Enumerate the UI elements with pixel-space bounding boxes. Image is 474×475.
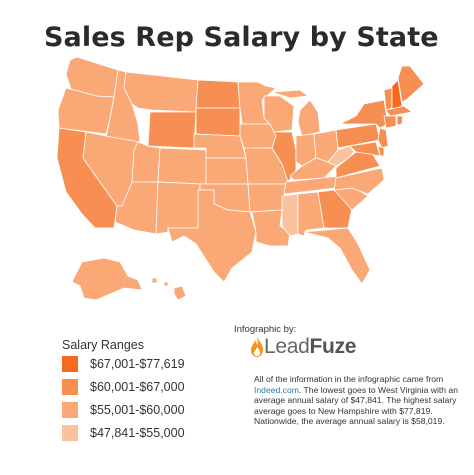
state-ia bbox=[239, 123, 277, 149]
state-md bbox=[349, 141, 381, 157]
state-co bbox=[157, 147, 208, 185]
leadfuze-logo: LeadFuze bbox=[250, 334, 356, 360]
state-wi bbox=[263, 95, 295, 133]
us-map bbox=[56, 56, 425, 301]
state-nj bbox=[377, 127, 389, 149]
infographic-credit-label: Infographic by: bbox=[234, 324, 297, 335]
brand-lead-text: Lead bbox=[264, 335, 310, 358]
state-ar bbox=[247, 183, 287, 213]
state-mn bbox=[237, 81, 277, 125]
legend-item: $60,001-$67,000 bbox=[62, 379, 185, 395]
state-fl bbox=[303, 227, 371, 285]
state-ma bbox=[385, 105, 413, 117]
brand-rest-text: Fuze bbox=[309, 335, 357, 358]
legend-swatch bbox=[62, 356, 78, 372]
legend-label: $60,001-$67,000 bbox=[90, 380, 185, 394]
state-ct bbox=[383, 115, 397, 129]
state-me bbox=[397, 65, 425, 103]
state-sd bbox=[195, 107, 241, 137]
state-ms bbox=[281, 193, 299, 237]
state-hi bbox=[151, 277, 187, 301]
legend-item: $47,841-$55,000 bbox=[62, 425, 185, 441]
state-ri bbox=[396, 115, 404, 126]
state-ak bbox=[71, 257, 143, 301]
state-tx bbox=[167, 189, 257, 283]
state-mt bbox=[123, 71, 199, 113]
flame-icon bbox=[251, 337, 263, 357]
source-note: All of the information in the infographi… bbox=[254, 374, 468, 427]
legend-swatch bbox=[62, 379, 78, 395]
legend-label: $47,841-$55,000 bbox=[90, 426, 185, 440]
state-mi bbox=[271, 89, 321, 137]
legend-item: $55,001-$60,000 bbox=[62, 402, 185, 418]
state-nc bbox=[333, 167, 385, 195]
note-text-2: . The lowest goes to West Virginia with … bbox=[254, 384, 458, 427]
note-text-1: All of the information in the infographi… bbox=[254, 374, 444, 384]
state-nm bbox=[155, 181, 201, 235]
legend-title: Salary Ranges bbox=[62, 338, 144, 352]
legend-label: $55,001-$60,000 bbox=[90, 403, 185, 417]
state-wy bbox=[147, 111, 197, 149]
state-ut bbox=[131, 141, 161, 183]
state-la bbox=[251, 209, 291, 247]
state-ny bbox=[339, 99, 389, 129]
indeed-link[interactable]: Indeed.com bbox=[254, 384, 299, 395]
legend-swatch bbox=[62, 402, 78, 418]
page-title: Sales Rep Salary by State bbox=[44, 22, 439, 53]
state-nh bbox=[391, 79, 403, 111]
legend-label: $67,001-$77,619 bbox=[90, 357, 185, 371]
legend-item: $67,001-$77,619 bbox=[62, 356, 185, 372]
state-ks bbox=[205, 157, 249, 185]
state-nd bbox=[195, 79, 241, 109]
state-az bbox=[114, 181, 159, 235]
legend-swatch bbox=[62, 425, 78, 441]
